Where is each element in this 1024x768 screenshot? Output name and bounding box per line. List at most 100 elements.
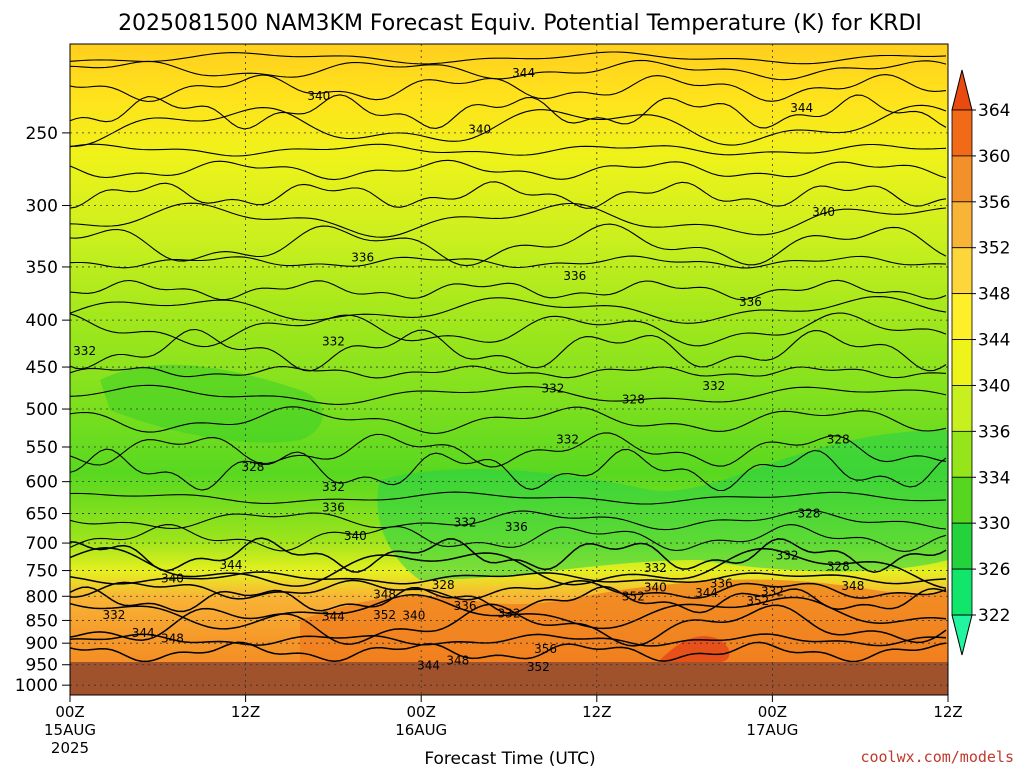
y-tick-label: 550 xyxy=(26,438,58,458)
contour-label: 332 xyxy=(322,480,345,494)
x-tick-label: 12Z xyxy=(582,703,611,721)
y-tick-label: 450 xyxy=(26,358,58,378)
colorbar-segment xyxy=(951,339,973,386)
y-tick-label: 1000 xyxy=(15,676,58,696)
contour-label: 340 xyxy=(344,529,367,543)
contour-line xyxy=(70,524,947,552)
contour-line xyxy=(70,104,947,147)
contour-label: 328 xyxy=(798,507,821,521)
y-tick-label: 700 xyxy=(26,534,58,554)
contour-line xyxy=(70,641,947,663)
contour-label: 332 xyxy=(322,334,345,348)
contour-label: 344 xyxy=(132,626,155,640)
colorbar-bottom-arrow xyxy=(951,614,973,656)
contour-label: 336 xyxy=(710,577,733,591)
y-tick-label: 800 xyxy=(26,587,58,607)
contour-line xyxy=(70,51,947,65)
contour-label: 332 xyxy=(644,561,667,575)
contour-label: 340 xyxy=(812,205,835,219)
contour-line xyxy=(70,432,947,468)
x-tick-date: 17AUG xyxy=(746,721,798,739)
colorbar-segment xyxy=(951,109,973,157)
x-tick-label: 00Z xyxy=(758,703,787,721)
contour-label: 340 xyxy=(644,581,667,595)
contour-line xyxy=(70,312,947,348)
contour-label: 352 xyxy=(527,660,550,674)
y-tick-label: 900 xyxy=(26,634,58,654)
colorbar-label: 334 xyxy=(978,468,1010,488)
colorbar: 364 360 356 352 348 344 340 336 334 330 326 322 xyxy=(951,69,1010,656)
plot-frame xyxy=(69,43,949,696)
contour-label: 340 xyxy=(402,609,425,623)
contour-label: 348 xyxy=(446,654,469,668)
x-tick-label: 00Z xyxy=(55,703,84,721)
contour-line xyxy=(70,633,947,647)
colorbar-segment xyxy=(951,568,973,616)
contour-line xyxy=(70,594,947,630)
green-core-region xyxy=(100,364,323,443)
contour-label: 332 xyxy=(761,584,784,598)
contour-label: 352 xyxy=(373,608,396,622)
contour-label: 332 xyxy=(454,516,477,530)
contour-line xyxy=(70,406,947,435)
colorbar-segment xyxy=(951,293,973,340)
contour-line xyxy=(70,491,947,505)
y-tick-label: 400 xyxy=(26,311,58,331)
y-axis: 250 300 350 400 450 500 550 600 650 700 750 800 850 9… xyxy=(15,124,70,696)
contour-label: 332 xyxy=(498,606,521,620)
contour-label: 336 xyxy=(322,500,345,514)
x-tick-label: 00Z xyxy=(407,703,436,721)
contour-label: 336 xyxy=(351,251,374,265)
x-tick-date: 16AUG xyxy=(395,721,447,739)
contour-label: 332 xyxy=(102,608,125,622)
contour-line xyxy=(70,328,947,372)
y-tick-label: 600 xyxy=(26,473,58,493)
contour-line xyxy=(70,296,947,324)
colorbar-segment xyxy=(951,385,973,432)
contour-label: 344 xyxy=(512,66,535,80)
colorbar-label: 322 xyxy=(978,606,1010,626)
contour-label: 352 xyxy=(622,589,645,603)
contour-line xyxy=(70,181,947,209)
y-tick-label: 250 xyxy=(26,124,58,144)
contour-label: 340 xyxy=(307,89,330,103)
contour-label: 344 xyxy=(417,659,440,673)
colorbar-segment xyxy=(951,522,973,570)
colorbar-segment xyxy=(951,155,973,203)
contour-label: 332 xyxy=(541,382,564,396)
contour-line xyxy=(70,585,947,615)
colorbar-segment xyxy=(951,430,973,478)
contour-label: 328 xyxy=(622,392,645,406)
contour-label: 344 xyxy=(322,610,345,624)
x-axis-label: Forecast Time (UTC) xyxy=(424,749,595,768)
contour-label: 348 xyxy=(841,579,864,593)
contour-label: 348 xyxy=(161,632,184,646)
contour-line xyxy=(70,384,947,405)
y-tick-label: 950 xyxy=(26,656,58,676)
y-tick-label: 650 xyxy=(26,505,58,525)
contour-label: 352 xyxy=(746,594,769,608)
y-tick-label: 850 xyxy=(26,611,58,631)
contour-line xyxy=(70,365,947,379)
contour-line xyxy=(70,74,947,103)
colorbar-label: 326 xyxy=(978,560,1010,580)
contour-label: 336 xyxy=(739,295,762,309)
contour-label: 332 xyxy=(776,548,799,562)
contour-line xyxy=(70,159,947,181)
contour-line xyxy=(70,603,947,647)
contour-label: 336 xyxy=(563,269,586,283)
colorbar-segment xyxy=(951,201,973,249)
contour-label: 332 xyxy=(73,344,96,358)
x-tick-label: 12Z xyxy=(231,703,260,721)
contour-label: 340 xyxy=(161,571,184,585)
contour-label: 340 xyxy=(468,123,491,137)
x-tick-year: 2025 xyxy=(51,739,89,757)
colorbar-label: 364 xyxy=(978,101,1010,121)
contour-label: 332 xyxy=(702,379,725,393)
theta-e-field xyxy=(70,44,948,695)
chart-title: 2025081500 NAM3KM Forecast Equiv. Potent… xyxy=(118,11,922,36)
y-tick-label: 500 xyxy=(26,400,58,420)
contour-line xyxy=(70,448,947,492)
